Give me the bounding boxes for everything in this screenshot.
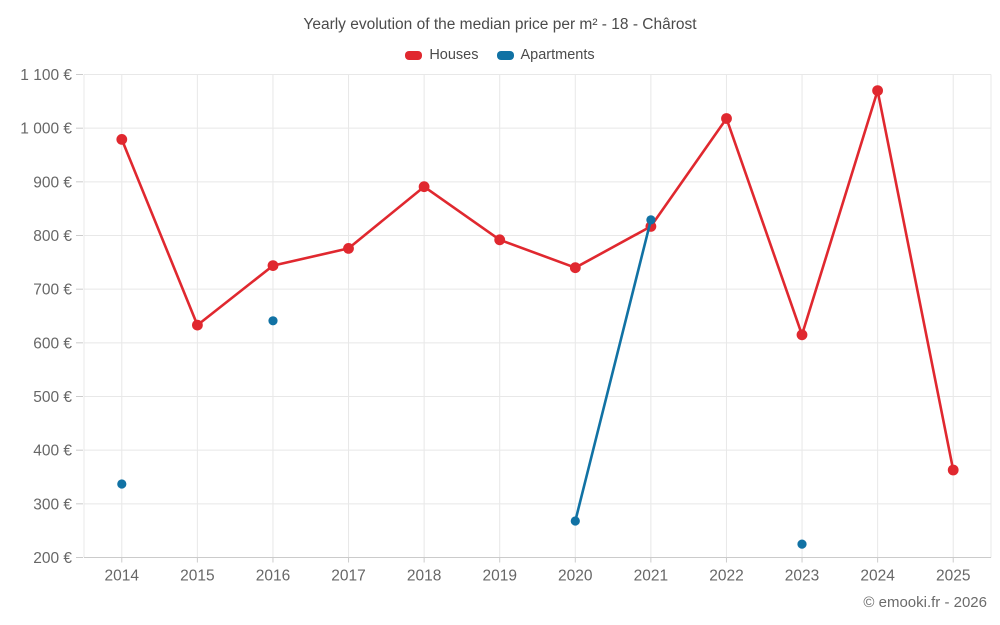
houses-data-point[interactable] [343,243,354,254]
apartments-series-marker-icon [496,50,514,60]
x-axis-label: 2021 [634,568,668,585]
apartments-data-point[interactable] [646,215,656,225]
x-axis-label: 2023 [785,568,819,585]
apartments-line [575,220,802,544]
houses-data-point[interactable] [494,234,506,246]
houses-data-point[interactable] [796,329,808,341]
y-axis-label: 600 € [33,335,72,352]
apartments-data-point[interactable] [117,479,127,489]
x-axis-label: 2025 [936,568,970,585]
x-axis-label: 2017 [331,568,365,585]
apartments-data-point[interactable] [268,316,278,326]
y-axis-label: 200 € [33,550,72,567]
x-axis-label: 2018 [407,568,441,585]
y-axis-label: 500 € [33,389,72,406]
y-axis-label: 700 € [33,282,72,299]
x-axis-label: 2019 [482,568,516,585]
houses-data-point[interactable] [267,260,279,271]
chart-legend: Houses Apartments [0,47,1000,63]
apartments-data-point[interactable] [797,539,807,549]
houses-line [120,89,955,472]
houses-data-point[interactable] [721,113,732,124]
copyright-credit: © emooki.fr - 2026 [863,594,987,611]
x-axis-label: 2015 [180,568,214,585]
houses-series-marker-icon [405,50,423,60]
houses-data-point[interactable] [569,262,581,274]
legend-label-houses: Houses [429,47,479,63]
y-axis-label: 400 € [33,443,72,460]
apartments-data-point[interactable] [570,516,580,526]
y-axis-label: 1 100 € [20,67,72,84]
x-axis-label: 2020 [558,568,593,585]
chart-title: Yearly evolution of the median price per… [303,16,697,33]
y-axis-label: 300 € [33,496,72,513]
legend-item-apartments[interactable]: Apartments [496,47,595,63]
houses-data-point[interactable] [192,319,203,331]
legend-item-houses[interactable]: Houses [405,47,479,63]
x-axis-label: 2014 [105,568,140,585]
legend-label-apartments: Apartments [520,47,595,63]
houses-data-point[interactable] [116,134,128,145]
houses-data-point[interactable] [872,85,883,96]
houses-data-point[interactable] [947,464,959,476]
y-axis-label: 800 € [33,228,72,245]
houses-data-point[interactable] [418,181,430,193]
y-axis-label: 900 € [33,174,72,191]
y-axis-label: 1 000 € [20,121,72,138]
x-axis-label: 2022 [709,568,743,585]
houses-data-point[interactable] [645,221,657,232]
x-axis-label: 2024 [860,568,895,585]
x-axis-label: 2016 [256,568,290,585]
